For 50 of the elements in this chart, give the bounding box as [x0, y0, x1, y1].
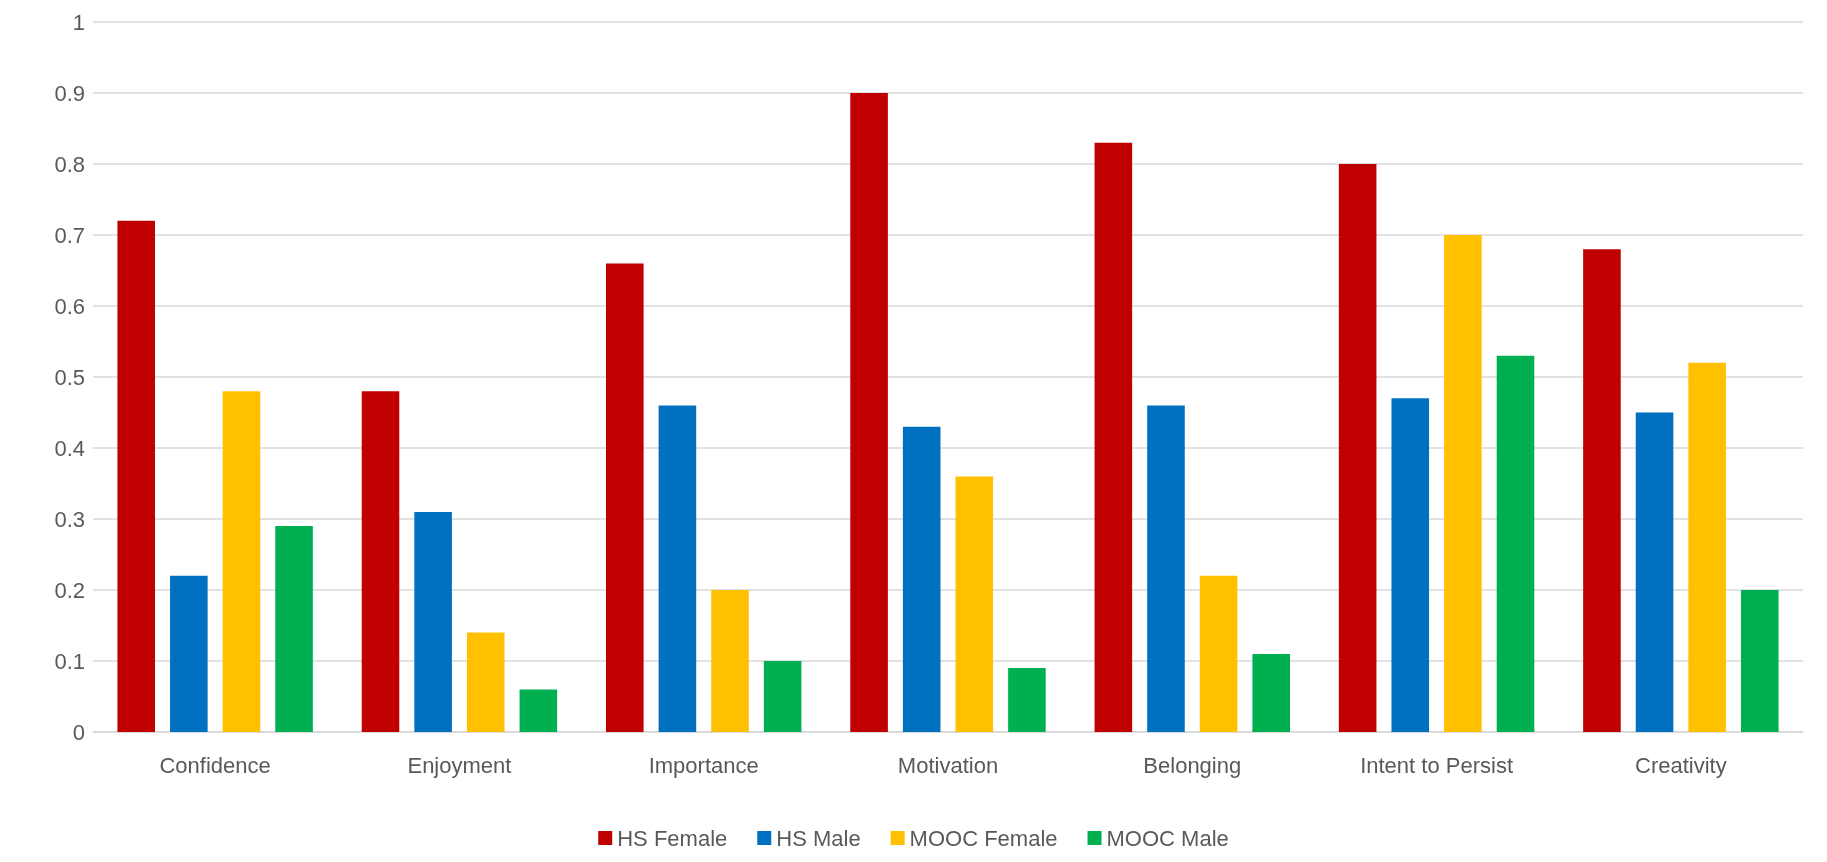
y-tick-label: 0.5 [54, 364, 85, 390]
bar [1496, 355, 1535, 732]
bar [658, 405, 697, 732]
bar [1094, 142, 1133, 732]
y-tick-label: 0.7 [54, 222, 85, 248]
bar [117, 220, 156, 732]
legend-label: HS Male [776, 825, 861, 851]
x-tick-label: Importance [648, 752, 759, 778]
bar [1740, 590, 1779, 732]
y-tick-label: 0.2 [54, 577, 85, 603]
bar [170, 575, 208, 732]
bar [222, 391, 261, 732]
bar [1199, 575, 1238, 732]
y-tick-label: 0.8 [54, 151, 85, 177]
bar [414, 511, 452, 732]
y-tick-label: 0.1 [54, 648, 85, 674]
y-tick-label: 0 [72, 719, 85, 745]
x-tick-label: Enjoyment [407, 752, 512, 778]
bar [606, 263, 644, 732]
bar [711, 590, 749, 732]
bar [275, 526, 313, 732]
y-tick-label: 1 [72, 9, 85, 35]
y-tick-label: 0.4 [54, 435, 85, 461]
bar [1391, 398, 1430, 732]
bar [1583, 249, 1621, 732]
x-tick-label: Belonging [1143, 752, 1242, 778]
y-tick-label: 0.9 [54, 80, 85, 106]
bar [466, 632, 505, 732]
y-tick-label: 0.3 [54, 506, 85, 532]
bar [902, 426, 941, 732]
bar [1252, 653, 1290, 732]
bar [361, 391, 400, 732]
legend-label: MOOC Female [909, 825, 1058, 851]
x-tick-label: Intent to Persist [1360, 752, 1513, 778]
bar [1147, 405, 1185, 732]
bar [1688, 362, 1726, 732]
bar [850, 93, 888, 732]
bar [955, 476, 994, 732]
x-tick-label: Motivation [897, 752, 999, 778]
bar [1338, 164, 1377, 732]
x-tick-label: Confidence [159, 752, 271, 778]
bar [1635, 412, 1674, 732]
legend-label: MOOC Male [1106, 825, 1229, 851]
y-tick-label: 0.6 [54, 293, 85, 319]
x-tick-label: Creativity [1635, 752, 1727, 778]
bar [1444, 235, 1482, 732]
legend-label: HS Female [617, 825, 728, 851]
bar [1008, 668, 1046, 732]
bar [763, 661, 802, 732]
bar [519, 689, 558, 732]
